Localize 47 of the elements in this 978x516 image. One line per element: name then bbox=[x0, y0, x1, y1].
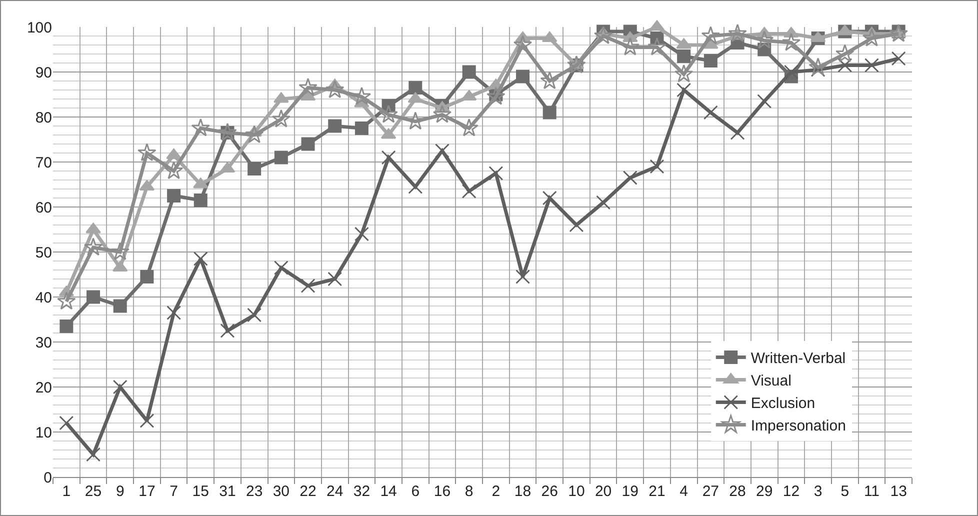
x-tick-label: 25 bbox=[84, 483, 102, 500]
x-tick-label: 11 bbox=[864, 483, 880, 500]
x-tick-label: 20 bbox=[594, 483, 612, 500]
x-tick-label: 10 bbox=[568, 483, 585, 500]
x-tick-label: 24 bbox=[326, 483, 344, 500]
x-tick-label: 9 bbox=[116, 483, 124, 500]
x-tick-label: 28 bbox=[729, 483, 746, 500]
y-tick-label: 90 bbox=[35, 64, 52, 82]
x-tick-label: 17 bbox=[138, 483, 156, 500]
y-tick-label: 0 bbox=[44, 469, 52, 486]
x-tick-label: 31 bbox=[219, 483, 236, 500]
y-tick-label: 10 bbox=[35, 424, 52, 442]
x-tick-label: 4 bbox=[680, 483, 688, 500]
legend-label: Impersonation bbox=[750, 418, 846, 435]
x-tick-label: 16 bbox=[434, 483, 451, 500]
x-tick-label: 15 bbox=[192, 483, 209, 500]
x-tick-label: 26 bbox=[541, 483, 558, 500]
x-tick-label: 27 bbox=[702, 483, 720, 500]
x-tick-label: 19 bbox=[622, 483, 638, 500]
x-tick-label: 2 bbox=[492, 483, 500, 500]
legend-label: Exclusion bbox=[750, 395, 816, 412]
x-tick-label: 21 bbox=[648, 483, 666, 500]
y-tick-label: 30 bbox=[35, 334, 52, 352]
x-tick-label: 7 bbox=[170, 483, 178, 500]
x-tick-label: 8 bbox=[464, 483, 474, 500]
x-tick-label: 6 bbox=[411, 483, 420, 500]
x-tick-label: 30 bbox=[272, 483, 290, 500]
legend-label: Visual bbox=[750, 372, 792, 390]
x-tick-label: 3 bbox=[814, 483, 822, 500]
y-tick-label: 20 bbox=[35, 379, 52, 396]
x-tick-label: 18 bbox=[514, 483, 532, 500]
legend-label: Written-Verbal bbox=[750, 350, 846, 368]
y-tick-label: 80 bbox=[35, 109, 52, 126]
y-tick-label: 60 bbox=[35, 199, 52, 216]
x-tick-label: 32 bbox=[353, 483, 370, 500]
x-tick-label: 14 bbox=[380, 483, 397, 500]
x-tick-label: 5 bbox=[840, 483, 850, 500]
x-tick-label: 1 bbox=[62, 483, 71, 500]
y-tick-label: 70 bbox=[35, 154, 52, 172]
x-tick-label: 29 bbox=[756, 483, 773, 500]
y-tick-label: 50 bbox=[35, 244, 52, 262]
x-tick-label: 23 bbox=[246, 483, 263, 500]
y-tick-label: 100 bbox=[26, 19, 52, 36]
x-tick-label: 12 bbox=[782, 483, 800, 500]
x-tick-label: 13 bbox=[890, 483, 907, 500]
x-tick-label: 22 bbox=[300, 483, 316, 500]
y-tick-label: 40 bbox=[35, 289, 52, 306]
